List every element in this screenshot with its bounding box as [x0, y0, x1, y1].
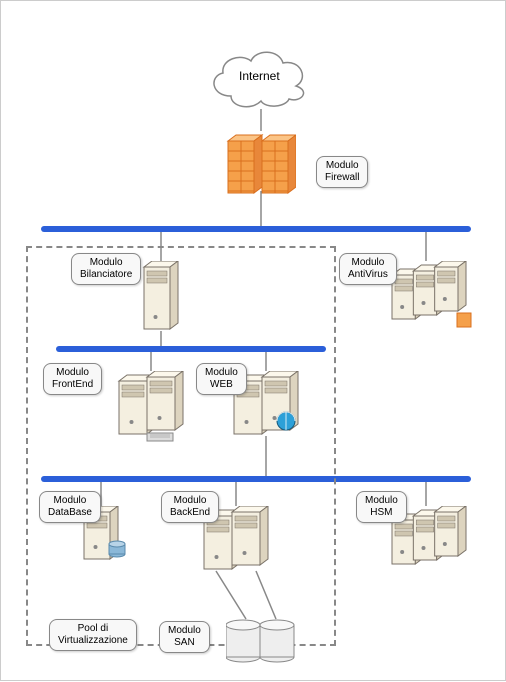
label-bilanciatore: ModuloBilanciatore: [71, 253, 141, 285]
label-antivirus: ModuloAntiVirus: [339, 253, 397, 285]
label-firewall: ModuloFirewall: [316, 156, 368, 188]
server-frontend: [116, 371, 200, 448]
label-frontend: ModuloFrontEnd: [43, 363, 102, 395]
label-database: ModuloDataBase: [39, 491, 101, 523]
server-antivirus: [389, 261, 483, 333]
label-web: ModuloWEB: [196, 363, 247, 395]
server-bilanciatore: [141, 261, 193, 343]
storage-san: [226, 619, 306, 667]
label-backend: ModuloBackEnd: [161, 491, 219, 523]
label-hsm: ModuloHSM: [356, 491, 407, 523]
label-pool: Pool diVirtualizzazione: [49, 619, 137, 651]
network-diagram: Internet: [0, 0, 506, 681]
label-san: ModuloSAN: [159, 621, 210, 653]
